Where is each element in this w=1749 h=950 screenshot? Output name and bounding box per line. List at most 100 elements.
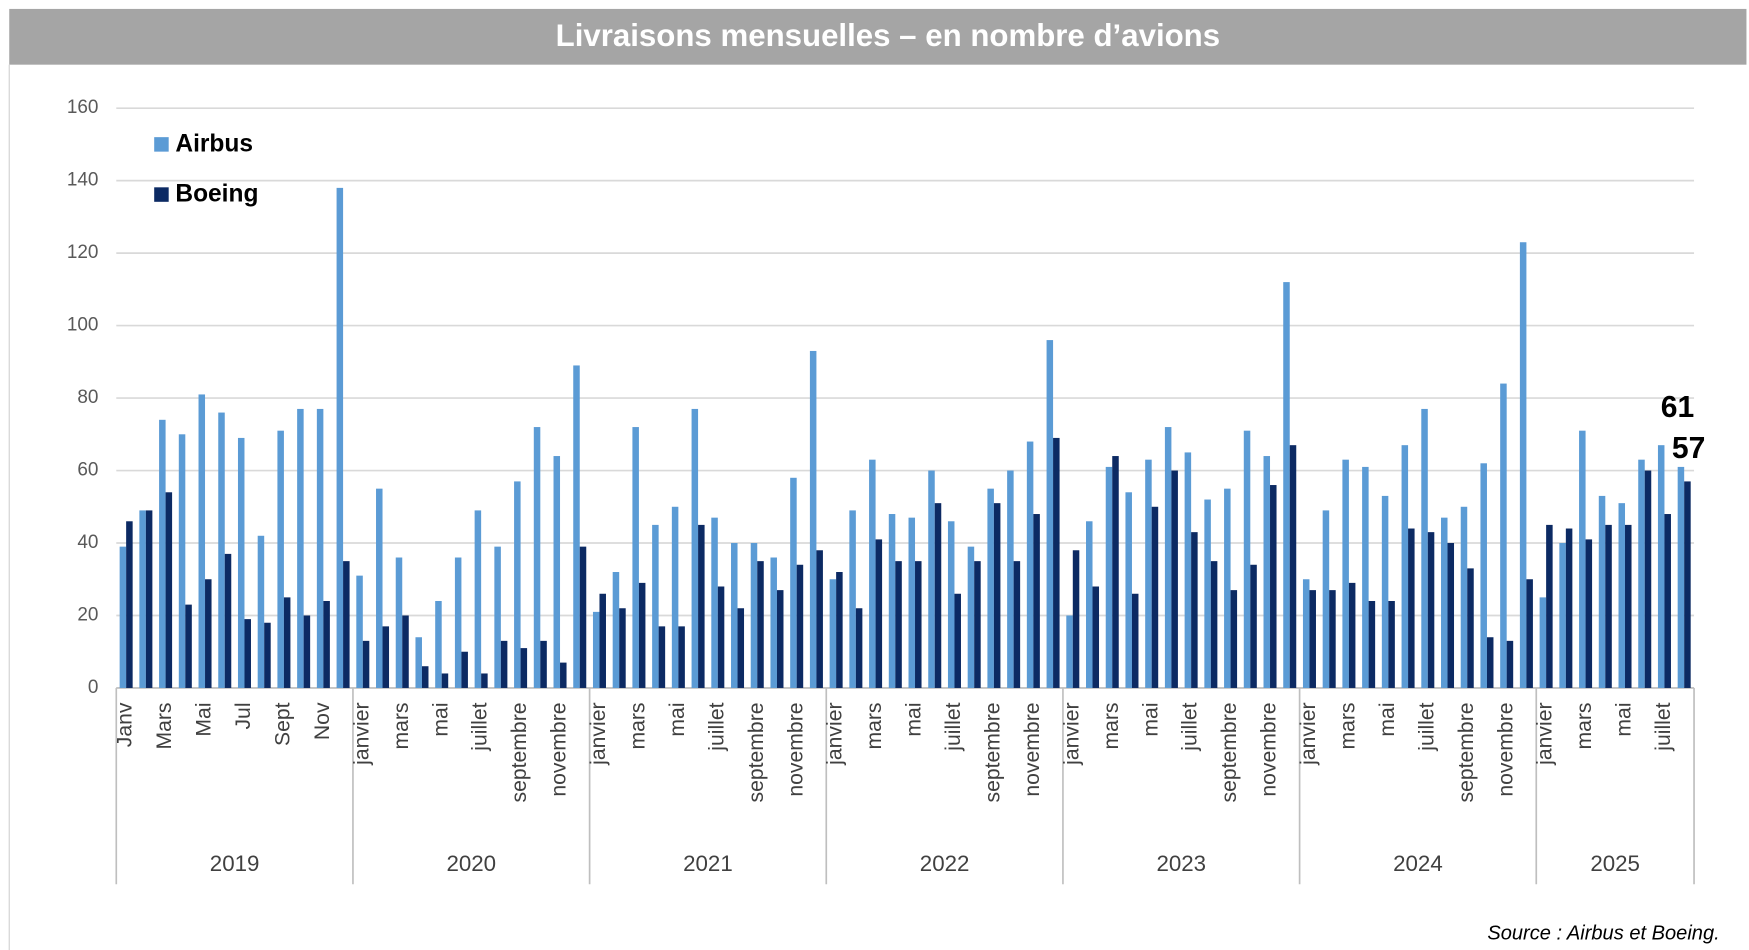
y-tick-label: 0 xyxy=(88,677,99,698)
bar xyxy=(1467,568,1474,688)
bar xyxy=(698,524,705,688)
y-tick-label: 40 xyxy=(77,532,98,553)
bar xyxy=(1191,532,1198,688)
x-tick-label: septembre xyxy=(745,702,768,802)
bar xyxy=(691,408,699,688)
group-label: 2025 xyxy=(1590,851,1640,876)
bar xyxy=(632,427,639,688)
bar xyxy=(1283,282,1290,688)
bar xyxy=(474,510,482,688)
x-tick-label: novembre xyxy=(1494,702,1517,796)
x-tick-label: novembre xyxy=(1258,702,1281,796)
x-tick-label: Nov xyxy=(311,702,334,740)
group-label: 2021 xyxy=(683,851,733,876)
bar xyxy=(1677,466,1685,688)
y-tick-label: 100 xyxy=(67,315,99,336)
bar xyxy=(1250,564,1257,688)
bar xyxy=(1381,495,1389,688)
bar xyxy=(1362,466,1369,688)
y-tick-label: 160 xyxy=(67,97,99,118)
bar xyxy=(1263,456,1271,688)
bar xyxy=(1033,514,1040,688)
bar xyxy=(1657,445,1665,688)
x-tick-label: mars xyxy=(390,702,413,749)
bar xyxy=(1309,590,1316,688)
bar xyxy=(928,470,935,688)
legend-label: Boeing xyxy=(175,181,258,208)
bar xyxy=(316,408,324,688)
bar xyxy=(987,488,994,688)
x-tick-label: mars xyxy=(1337,702,1360,749)
bar xyxy=(356,575,363,688)
bar xyxy=(658,626,666,688)
bar xyxy=(731,543,738,688)
bar xyxy=(1579,430,1586,688)
bar xyxy=(1684,481,1691,688)
bar xyxy=(612,572,620,688)
data-label: 61 xyxy=(1661,391,1694,424)
bar xyxy=(218,412,225,688)
bar xyxy=(619,608,626,688)
x-tick-label: janvier xyxy=(1297,702,1320,765)
bar xyxy=(1092,586,1100,688)
bar xyxy=(1184,452,1192,688)
bar xyxy=(737,608,745,688)
bar xyxy=(967,546,975,688)
x-tick-label: mai xyxy=(429,702,452,736)
bar xyxy=(283,597,291,688)
x-tick-label: septembre xyxy=(508,702,531,802)
bar xyxy=(638,582,646,688)
chart-title: Livraisons mensuelles – en nombre d’avio… xyxy=(556,18,1221,53)
bar xyxy=(1500,383,1507,688)
bar xyxy=(1112,456,1119,688)
bar xyxy=(303,615,311,688)
bar xyxy=(1151,506,1159,688)
bar xyxy=(1519,242,1527,688)
bar xyxy=(573,365,580,688)
x-tick-label: juillet xyxy=(1415,702,1438,751)
bar xyxy=(1348,582,1356,688)
bar xyxy=(533,427,541,688)
x-tick-label: mai xyxy=(1139,702,1162,736)
bar xyxy=(1401,445,1409,688)
bar xyxy=(855,608,863,688)
bar xyxy=(757,561,764,688)
bar xyxy=(592,611,600,688)
title-bar xyxy=(9,8,1747,65)
bar xyxy=(264,622,271,688)
bar xyxy=(1625,524,1632,688)
bar xyxy=(1388,600,1395,688)
bar xyxy=(126,521,133,688)
bar xyxy=(796,564,804,688)
bar xyxy=(875,539,883,688)
x-tick-label: janvier xyxy=(1534,702,1557,765)
x-tick-label: mai xyxy=(666,702,689,736)
bar xyxy=(770,557,777,688)
bar xyxy=(1013,561,1021,688)
bar xyxy=(974,561,981,688)
bar xyxy=(1618,503,1626,688)
bar xyxy=(1171,470,1178,688)
bar xyxy=(671,506,679,688)
bar xyxy=(520,648,528,688)
bar xyxy=(1302,579,1310,688)
bar xyxy=(382,626,390,688)
bar xyxy=(1164,427,1172,688)
x-tick-label: juillet xyxy=(705,702,728,751)
x-tick-label: Janv xyxy=(114,702,137,747)
bar xyxy=(1053,437,1060,688)
source: Source : Airbus et Boeing. xyxy=(1487,923,1719,945)
bar xyxy=(362,640,370,688)
bar xyxy=(343,561,350,688)
bar xyxy=(1460,506,1468,688)
bar xyxy=(1270,485,1277,688)
bar xyxy=(1421,408,1428,688)
bar xyxy=(323,600,330,688)
bar xyxy=(776,590,784,688)
bar xyxy=(1210,561,1218,688)
bar xyxy=(1243,430,1251,688)
bar xyxy=(244,619,251,688)
x-tick-label: Mars xyxy=(153,702,176,749)
bar xyxy=(1046,340,1054,688)
